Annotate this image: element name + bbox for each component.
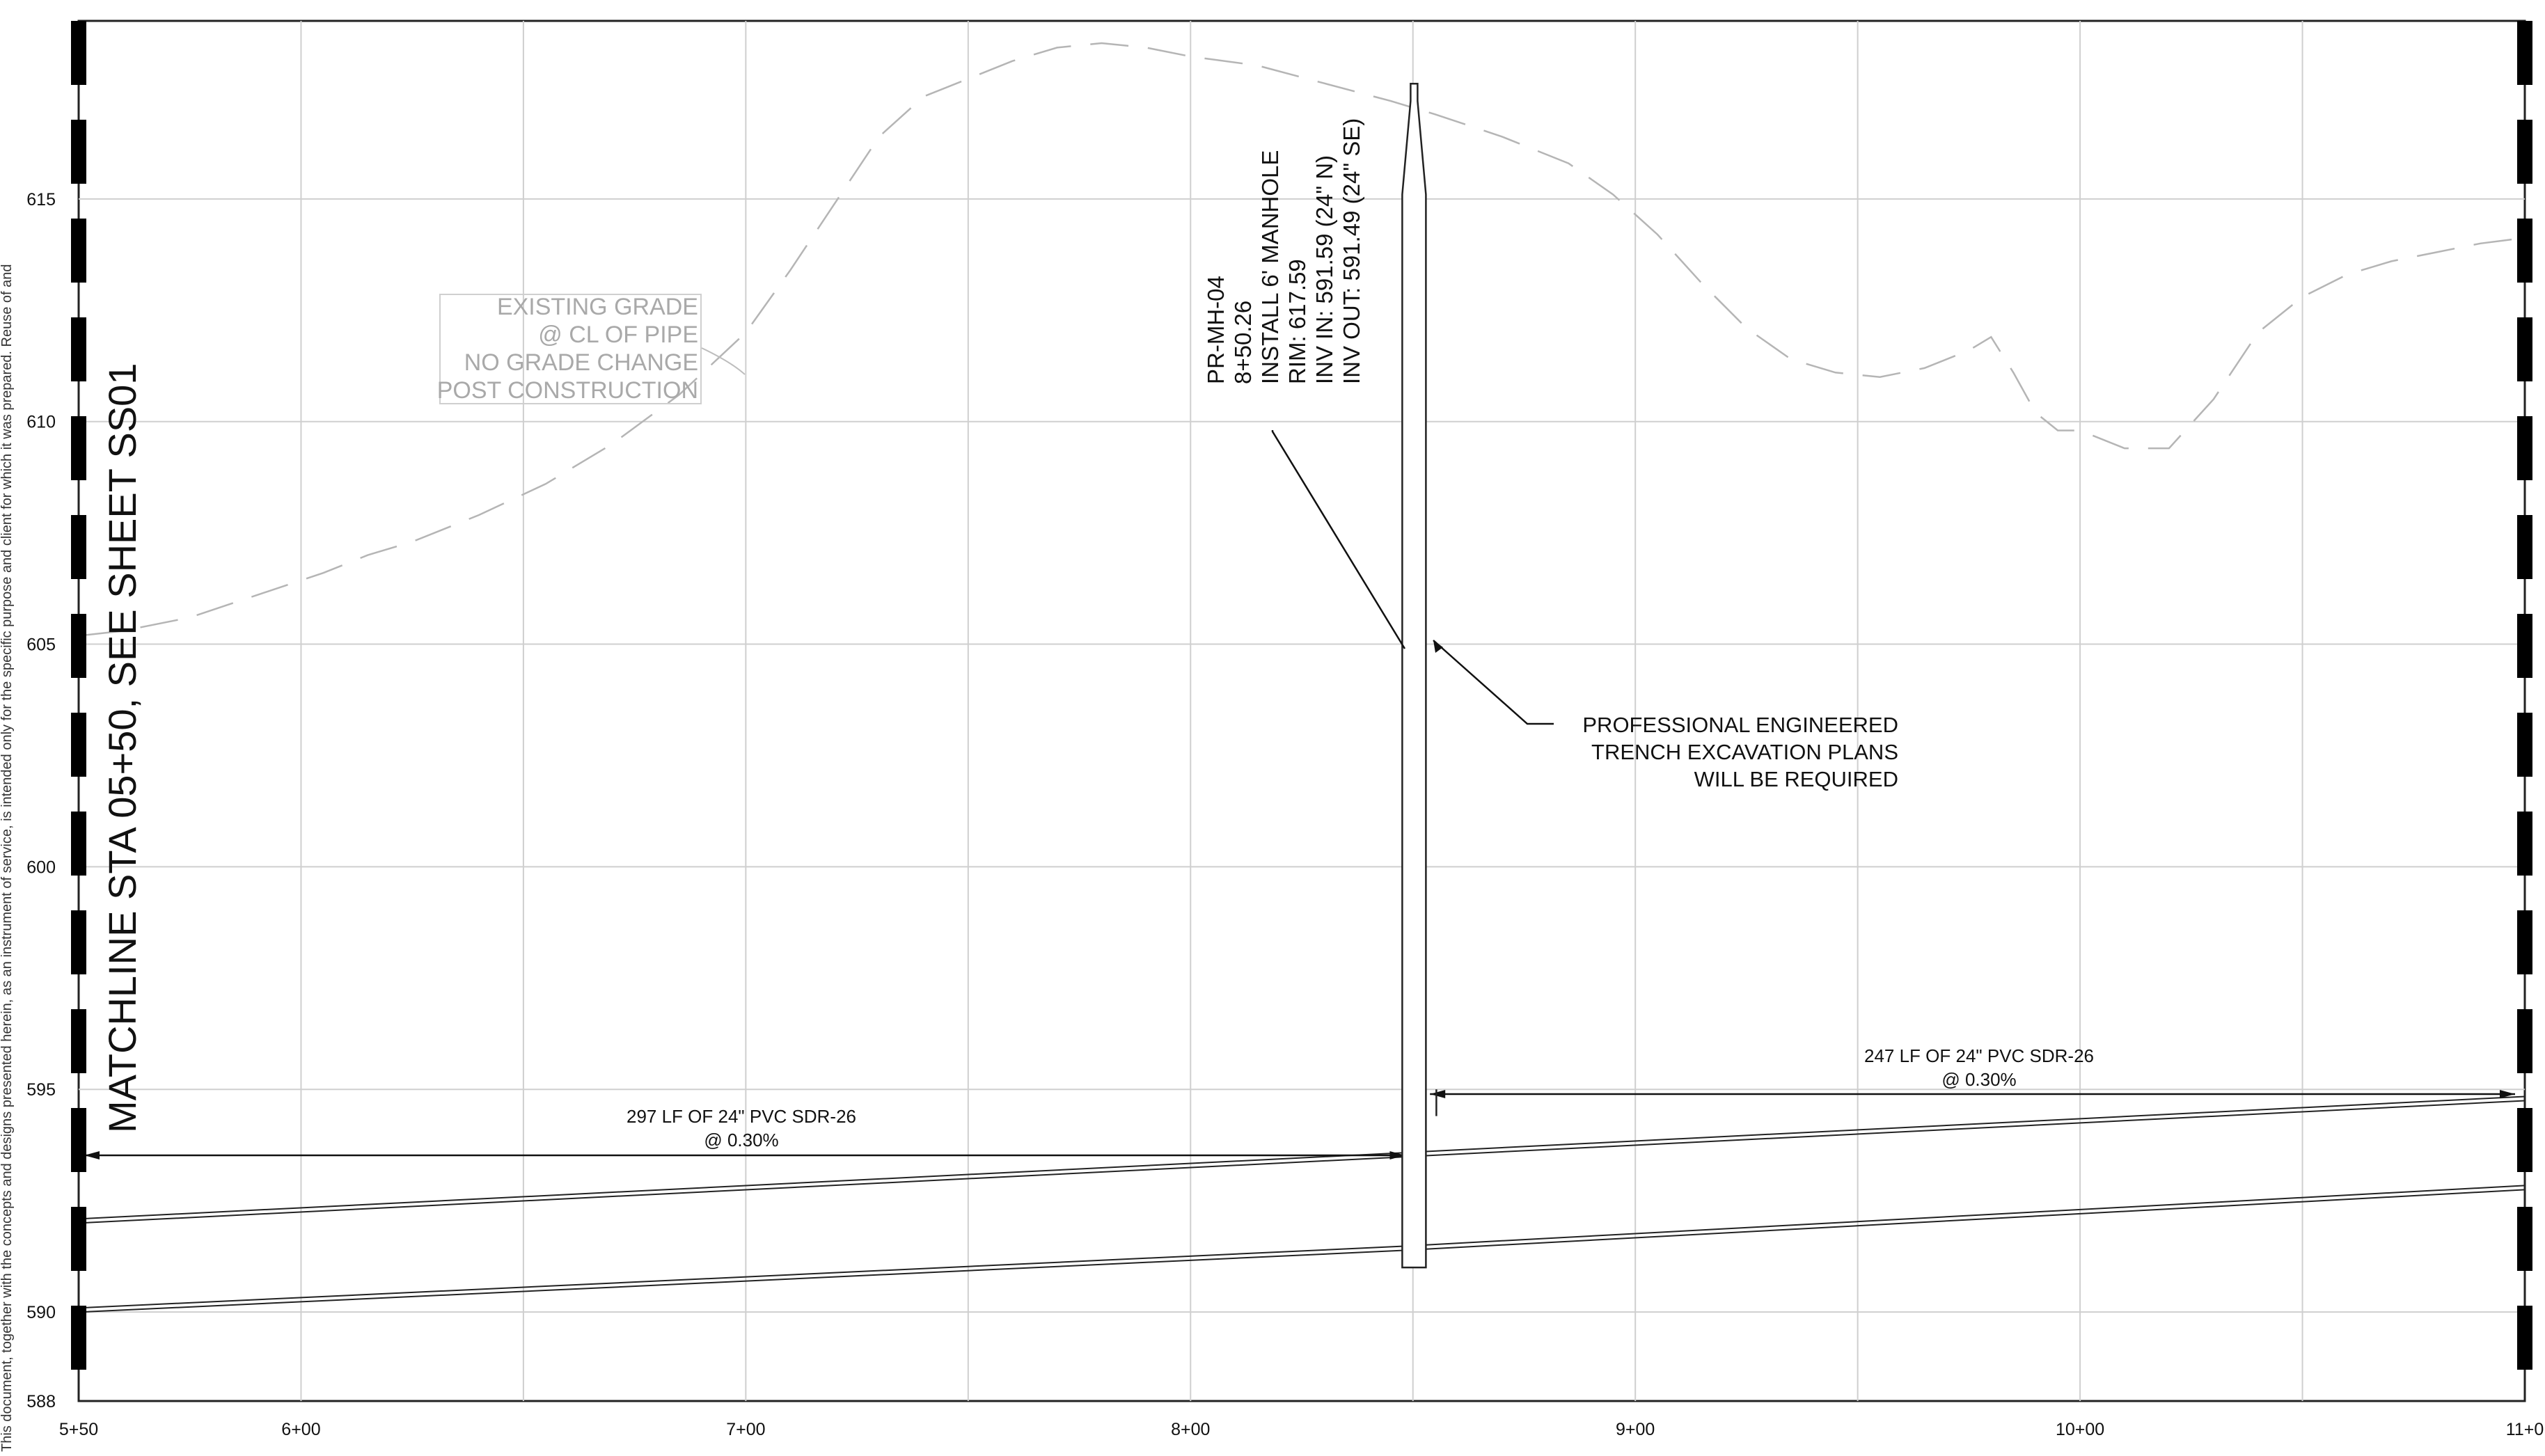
manhole-outline xyxy=(1401,82,1427,1269)
pipe-left-length: 297 LF OF 24" PVC SDR-26 xyxy=(627,1106,856,1127)
manhole-note-line: INSTALL 6' MANHOLE xyxy=(1257,150,1283,384)
pipe-left-slope: @ 0.30% xyxy=(704,1130,778,1150)
pipe-crown-line xyxy=(1426,1095,2526,1153)
x-tick-label: 5+50 xyxy=(59,1420,98,1439)
pipe-crown-line xyxy=(78,1156,1403,1224)
grade-note-line: NO GRADE CHANGE xyxy=(464,349,698,376)
pipe-invert-line xyxy=(78,1245,1403,1309)
existing-grade-note: EXISTING GRADE @ CL OF PIPE NO GRADE CHA… xyxy=(437,294,746,404)
plot-frame xyxy=(77,19,2526,1402)
pipe-invert-line xyxy=(78,1249,1403,1313)
pipe-right-length: 247 LF OF 24" PVC SDR-26 xyxy=(1864,1045,2094,1066)
manhole-note: PR-MH-04 8+50.26 INSTALL 6' MANHOLE RIM:… xyxy=(1203,118,1406,649)
manhole-note-line: PR-MH-04 xyxy=(1203,276,1229,384)
y-tick-label: 610 xyxy=(26,413,56,432)
axis-ticks: 588 590 595 600 605 610 615 5+50 6+00 7+00 8+00 9+0… xyxy=(26,190,2544,1439)
arrowhead xyxy=(2500,1090,2515,1098)
y-tick-label: 588 xyxy=(26,1392,56,1411)
manhole-structure xyxy=(1401,82,1437,1269)
pipe-right-slope: @ 0.30% xyxy=(1941,1069,2016,1090)
arrowhead xyxy=(84,1151,100,1160)
grade-note-line: EXISTING GRADE xyxy=(497,294,698,320)
trench-note-line: WILL BE REQUIRED xyxy=(1694,767,1898,791)
x-tick-label: 7+00 xyxy=(726,1420,765,1439)
pipe-invert-line xyxy=(1426,1185,2526,1246)
pipe-profile xyxy=(78,1090,2526,1313)
manhole-note-line: RIM: 617.59 xyxy=(1284,259,1310,384)
y-tick-label: 600 xyxy=(26,857,56,877)
existing-grade-path xyxy=(83,42,2516,637)
manhole-note-line: 8+50.26 xyxy=(1230,301,1256,384)
trench-note-line: TRENCH EXCAVATION PLANS xyxy=(1591,740,1898,764)
pipe-left-note: 297 LF OF 24" PVC SDR-26 @ 0.30% xyxy=(627,1106,856,1150)
matchline-label: MATCHLINE STA 05+50, SEE SHEET SS01 xyxy=(100,363,144,1133)
x-tick-label: 9+00 xyxy=(1616,1420,1655,1439)
y-tick-label: 605 xyxy=(26,635,56,655)
y-tick-label: 590 xyxy=(26,1303,56,1322)
arrowhead xyxy=(1389,1151,1405,1160)
x-tick-label: 10+00 xyxy=(2056,1420,2104,1439)
trench-note-line: PROFESSIONAL ENGINEERED xyxy=(1582,713,1898,737)
x-tick-label: 6+00 xyxy=(281,1420,320,1439)
arrowhead xyxy=(1430,1090,1446,1098)
pipe-crown-line xyxy=(1426,1100,2526,1157)
y-tick-label: 595 xyxy=(26,1080,56,1100)
existing-grade-line xyxy=(83,42,2516,637)
x-tick-label: 8+00 xyxy=(1171,1420,1210,1439)
disclaimer-text: This document, together with the concept… xyxy=(0,264,15,1452)
x-tick-label: 11+0 xyxy=(2506,1420,2544,1439)
y-tick-label: 615 xyxy=(26,190,56,209)
grade-note-line: POST CONSTRUCTION xyxy=(437,377,698,404)
grade-note-line: @ CL OF PIPE xyxy=(538,322,698,348)
manhole-note-line: INV IN: 591.59 (24" N) xyxy=(1311,155,1337,384)
manhole-note-line: INV OUT: 591.49 (24" SE) xyxy=(1339,118,1364,384)
trench-note: PROFESSIONAL ENGINEERED TRENCH EXCAVATIO… xyxy=(1433,640,1898,791)
pipe-invert-line xyxy=(1426,1189,2526,1250)
match-borders xyxy=(71,21,2532,1401)
pipe-right-note: 247 LF OF 24" PVC SDR-26 @ 0.30% xyxy=(1864,1045,2094,1090)
pipe-crown-line xyxy=(78,1152,1403,1220)
